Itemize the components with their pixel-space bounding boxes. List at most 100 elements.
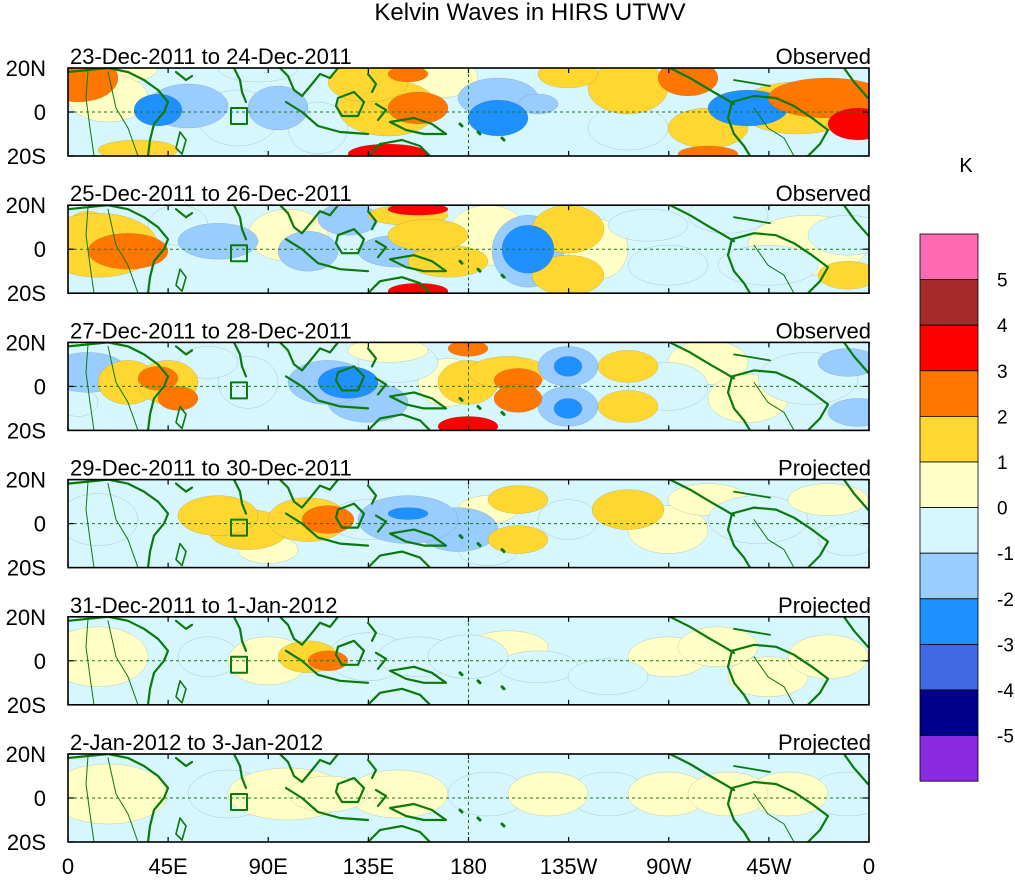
panel-status: Observed: [776, 44, 871, 69]
anomaly-contour: [787, 634, 869, 679]
colorbar-tick-label: 1: [997, 453, 1008, 474]
anomaly-contour: [387, 68, 429, 83]
longitude-tick-label: 45E: [149, 854, 188, 879]
colorbar-tick-label: -4: [997, 681, 1014, 702]
anomaly-contour: [217, 68, 299, 83]
latitude-tick-label: 0: [34, 786, 46, 811]
anomaly-contour: [317, 366, 379, 399]
longitude-axis: 0 45E 90E 135E 180 135W 90W 45W 0: [62, 854, 875, 879]
latitude-tick-label: 20S: [7, 556, 46, 581]
anomaly-contour: [68, 626, 149, 687]
anomaly-contour: [687, 205, 769, 234]
colorbar-swatch: [919, 233, 979, 280]
anomaly-contour: [497, 650, 579, 683]
longitude-tick-label: 0: [863, 854, 875, 879]
longitude-tick-label: 135E: [343, 854, 394, 879]
latitude-tick-label: 0: [34, 100, 46, 125]
colorbar-swatch: [919, 644, 979, 691]
colorbar-tick-label: -3: [997, 635, 1014, 656]
anomaly-contour: [537, 499, 599, 540]
anomaly-contour: [387, 283, 449, 294]
anomaly-field: [68, 342, 869, 431]
colorbar-tick-label: -2: [997, 590, 1014, 611]
latitude-tick-label: 20N: [6, 330, 46, 355]
anomaly-contour: [507, 771, 589, 817]
panel-date-range: 2-Jan-2012 to 3-Jan-2012: [70, 730, 323, 755]
latitude-tick-label: 0: [34, 237, 46, 262]
anomaly-contour: [787, 483, 869, 516]
map-panel: 31-Dec-2011 to 1-Jan-2012 Projected 20N 0 20…: [6, 593, 871, 718]
anomaly-field: [68, 479, 869, 568]
colorbar-tick-label: 0: [997, 499, 1008, 520]
colorbar-tick-label: 5: [997, 271, 1008, 292]
colorbar-unit-label: K: [959, 155, 973, 177]
panel-status: Observed: [776, 181, 871, 206]
anomaly-field: [68, 68, 869, 156]
anomaly-contour: [531, 255, 605, 294]
colorbar-swatch: [919, 279, 979, 326]
anomaly-contour: [487, 485, 549, 514]
panel-status: Projected: [778, 593, 871, 618]
anomaly-contour: [767, 77, 869, 119]
anomaly-contour: [657, 68, 719, 97]
colorbar-swatch: [919, 598, 979, 645]
anomaly-field: [68, 754, 869, 842]
anomaly-contour: [501, 225, 555, 274]
anomaly-contour: [607, 209, 689, 242]
anomaly-contour: [517, 93, 559, 115]
panel-status: Projected: [778, 730, 871, 755]
colorbar-tick-label: -1: [997, 544, 1014, 565]
map-panels: 23-Dec-2011 to 24-Dec-2011 Observed 20N 0 20…: [6, 44, 871, 855]
colorbar-swatch: [919, 324, 979, 372]
anomaly-field: [68, 616, 869, 705]
map-panel: 27-Dec-2011 to 28-Dec-2011 Observed 20N 0 20…: [6, 318, 871, 443]
panel-status: Observed: [776, 318, 871, 343]
longitude-tick-label: 45W: [746, 854, 791, 879]
anomaly-contour: [591, 489, 665, 530]
colorbar-swatch: [919, 507, 979, 554]
longitude-tick-label: 90W: [646, 854, 691, 879]
anomaly-contour: [68, 68, 119, 103]
anomaly-contour: [177, 495, 259, 536]
panel-date-range: 29-Dec-2011 to 30-Dec-2011: [70, 456, 352, 481]
anomaly-contour: [687, 771, 769, 817]
anomaly-contour: [387, 205, 449, 216]
anomaly-contour: [827, 107, 869, 141]
anomaly-contour: [97, 139, 179, 156]
latitude-tick-label: 20N: [6, 56, 46, 81]
colorbar-swatch: [919, 461, 979, 508]
colorbar-tick-label: 4: [997, 316, 1008, 337]
colorbar-tick-label: 3: [997, 362, 1008, 383]
anomaly-contour: [587, 68, 669, 115]
anomaly-contour: [68, 388, 99, 417]
colorbar-labels: -5 -4 -3 -2 -1 0 1 2 3 4 5: [997, 271, 1014, 748]
colorbar-bins: [919, 233, 979, 782]
anomaly-contour: [387, 219, 469, 252]
anomaly-contour: [277, 231, 339, 272]
latitude-tick-label: 20S: [7, 144, 46, 169]
anomaly-contour: [677, 145, 739, 156]
anomaly-contour: [817, 261, 869, 290]
figure-title: Kelvin Waves in HIRS UTWV: [374, 0, 685, 26]
anomaly-contour: [487, 525, 549, 554]
longitude-tick-label: 135W: [540, 854, 598, 879]
panel-status: Projected: [778, 456, 871, 481]
anomaly-contour: [807, 215, 869, 256]
map-panel: 23-Dec-2011 to 24-Dec-2011 Observed 20N 0 20…: [6, 44, 871, 169]
map-panel: 2-Jan-2012 to 3-Jan-2012 Projected 20N 0 20S: [6, 730, 871, 855]
colorbar-swatch: [919, 735, 979, 782]
anomaly-contour: [827, 398, 869, 427]
latitude-tick-label: 20N: [6, 193, 46, 218]
anomaly-contour: [553, 398, 583, 419]
latitude-tick-label: 20S: [7, 418, 46, 443]
panel-date-range: 27-Dec-2011 to 28-Dec-2011: [70, 318, 352, 343]
colorbar-tick-label: 2: [997, 407, 1008, 428]
map-panel: 25-Dec-2011 to 26-Dec-2011 Observed 20N 0 20…: [6, 181, 871, 306]
anomaly-contour: [467, 99, 529, 137]
latitude-tick-label: 20S: [7, 693, 46, 718]
anomaly-contour: [537, 68, 599, 89]
latitude-tick-label: 0: [34, 374, 46, 399]
panel-date-range: 23-Dec-2011 to 24-Dec-2011: [70, 44, 352, 69]
anomaly-contour: [177, 223, 259, 260]
latitude-tick-label: 0: [34, 512, 46, 537]
